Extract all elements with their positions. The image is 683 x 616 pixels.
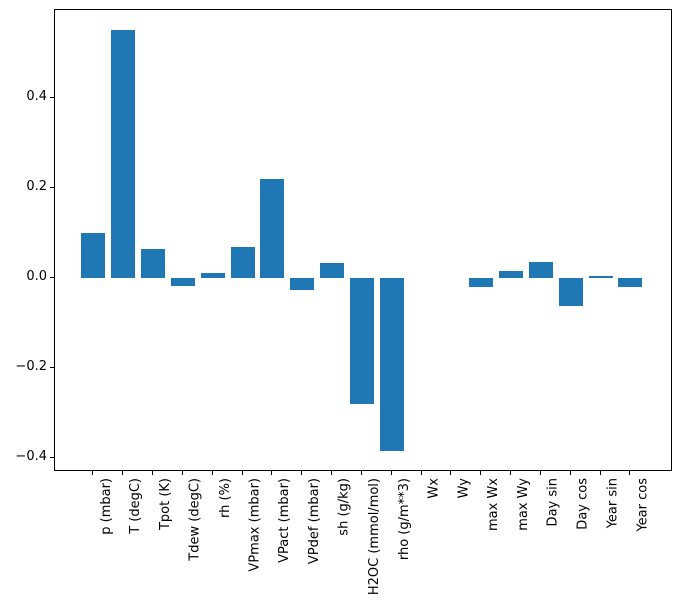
x-axis-category-label: Year cos	[635, 478, 651, 532]
x-axis-tick	[331, 471, 333, 475]
x-axis-tick	[510, 471, 512, 475]
y-axis-tick-label: 0.0	[26, 269, 47, 285]
x-axis-tick	[629, 471, 631, 475]
bar	[618, 278, 643, 288]
x-axis-category-label: Day sin	[545, 478, 561, 527]
x-axis-tick	[181, 471, 183, 475]
bar	[320, 262, 345, 279]
y-axis-tick	[50, 187, 54, 189]
x-axis-tick	[301, 471, 303, 475]
x-axis-category-label: Tdew (degC)	[187, 478, 203, 561]
x-axis-category-label: sh (g/kg)	[337, 478, 353, 536]
x-axis-tick	[569, 471, 571, 475]
x-axis-category-label: VPmax (mbar)	[247, 478, 263, 572]
x-axis-category-label: Wx	[426, 478, 442, 499]
bar	[349, 278, 374, 404]
bar	[528, 262, 553, 279]
bar	[140, 248, 165, 279]
x-axis-tick	[539, 471, 541, 475]
x-axis-tick	[92, 471, 94, 475]
x-axis-category-label: Tpot (K)	[157, 478, 173, 531]
x-axis-category-label: p (mbar)	[98, 478, 114, 535]
bar	[290, 278, 315, 290]
plot-area	[54, 9, 672, 471]
x-axis-tick	[211, 471, 213, 475]
bar	[379, 278, 404, 451]
x-axis-tick	[480, 471, 482, 475]
x-axis-category-label: max Wx	[486, 478, 502, 532]
bar	[499, 270, 524, 279]
x-axis-category-label: Year sin	[605, 478, 621, 529]
bar	[469, 278, 494, 287]
x-axis-category-label: H2OC (mmol/mol)	[366, 478, 382, 596]
x-axis-tick	[151, 471, 153, 475]
x-axis-category-label: Wy	[456, 478, 472, 499]
bar	[81, 233, 106, 279]
x-axis-tick	[360, 471, 362, 475]
x-axis-category-label: rh (%)	[217, 478, 233, 518]
x-axis-tick	[241, 471, 243, 475]
x-axis-category-label: Day cos	[575, 478, 591, 530]
y-axis-tick-label: 0.2	[26, 179, 47, 195]
y-axis-tick-label: −0.2	[15, 358, 47, 374]
y-axis-tick	[50, 97, 54, 99]
x-axis-tick	[122, 471, 124, 475]
bar	[260, 178, 285, 279]
y-axis-tick	[50, 277, 54, 279]
x-axis-tick	[450, 471, 452, 475]
y-axis-tick	[50, 366, 54, 368]
x-axis-category-label: VPdef (mbar)	[307, 478, 323, 565]
x-axis-tick	[390, 471, 392, 475]
y-axis-tick	[50, 456, 54, 458]
x-axis-tick	[271, 471, 273, 475]
x-axis-category-label: max Wy	[516, 478, 532, 531]
x-axis-category-label: rho (g/m**3)	[396, 478, 412, 561]
bar	[200, 272, 225, 279]
y-axis-tick-label: 0.4	[26, 89, 47, 105]
bar	[588, 276, 613, 279]
bar	[111, 30, 136, 279]
bar	[558, 278, 583, 306]
x-axis-category-label: T (degC)	[128, 478, 144, 534]
y-axis-tick-label: −0.4	[15, 448, 47, 464]
x-axis-category-label: VPact (mbar)	[277, 478, 293, 563]
x-axis-tick	[420, 471, 422, 475]
bar	[170, 278, 195, 286]
x-axis-tick	[599, 471, 601, 475]
bar	[230, 247, 255, 279]
